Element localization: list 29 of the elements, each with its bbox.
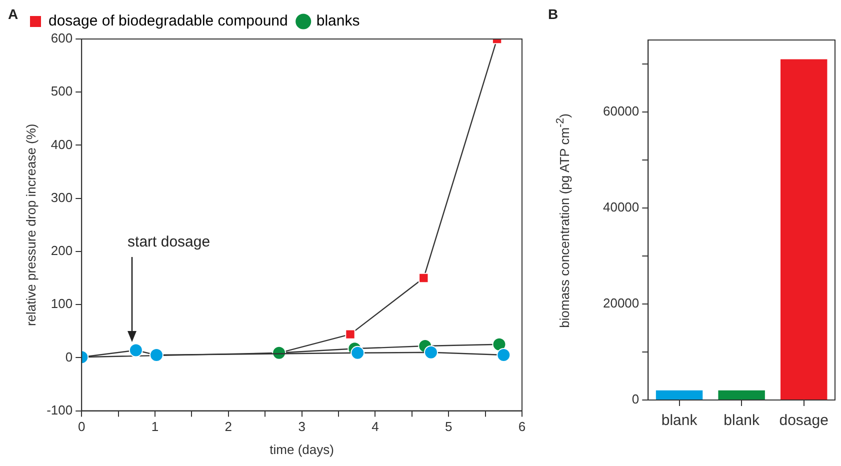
x-tick-label: 3 (298, 419, 306, 434)
y-tick-label: 20000 (602, 296, 640, 311)
y-tick-label: 40000 (602, 200, 640, 215)
y-tick-label: 400 (50, 136, 73, 152)
y-tick-label: -100 (46, 402, 73, 418)
x-tick-label: 5 (444, 419, 452, 434)
x-tick-label: blank (724, 412, 760, 430)
y-tick-label: 0 (632, 392, 640, 407)
y-tick-label: 500 (50, 84, 73, 99)
x-tick-label: dosage (779, 412, 828, 430)
legend-label: blanks (316, 12, 360, 30)
y-tick-label: 0 (65, 349, 73, 364)
legend-label: dosage of biodegradable compound (48, 12, 288, 30)
chart-title: B (548, 6, 558, 22)
x-tick-label: 0 (78, 419, 86, 434)
annotation: start dosage (128, 233, 210, 250)
y-tick-label: 600 (50, 30, 73, 46)
y-axis-title: relative pressure drop increase (%) (23, 124, 38, 326)
x-axis-title: time (days) (270, 442, 334, 457)
y-tick-label: 300 (50, 190, 73, 205)
x-tick-label: 4 (372, 419, 379, 434)
chart-title: A (8, 6, 18, 22)
x-tick-label: 2 (224, 419, 232, 434)
x-tick-label: 6 (518, 419, 526, 434)
y-tick-label: 100 (50, 296, 73, 312)
y-tick-label: 60000 (602, 104, 640, 119)
x-tick-label: blank (661, 412, 698, 430)
y-tick-label: 200 (50, 243, 73, 258)
x-tick-label: 1 (151, 419, 159, 434)
